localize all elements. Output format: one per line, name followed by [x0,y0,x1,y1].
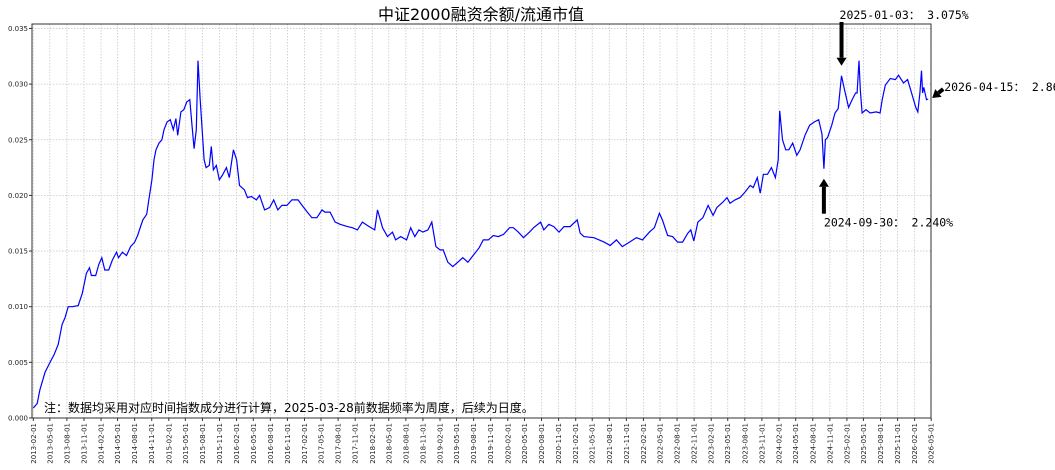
x-tick-label: 2017-08-01 [335,423,343,464]
x-tick-label: 2020-02-01 [504,423,512,464]
x-tick-label: 2025-02-01 [843,423,851,464]
x-axis: 2013-02-01 2013-05-01 2013-08-01 2013-11-01… [30,418,936,464]
x-tick-label: 2014-02-01 [98,423,106,464]
annotations: 2025-01-03： 3.075% 2024-09-30： 2.240% 2026… [818,8,1055,230]
x-tick-label: 2018-08-01 [402,423,410,464]
x-tick-label: 2013-05-01 [46,423,54,464]
arrow-head [836,57,847,66]
chart-title: 中证2000融资余额/流通市值 [378,5,584,24]
annotation-label: 2024-09-30： 2.240% [824,216,953,230]
x-tick-label: 2023-11-01 [758,423,766,464]
x-tick-label: 2018-05-01 [385,423,393,464]
chart-note: 注：数据均采用对应时间指数成分进行计算，2025-03-28前数据频率为周度，后… [44,400,534,415]
x-tick-label: 2025-08-01 [877,423,885,464]
x-tick-label: 2026-02-01 [911,423,919,464]
x-tick-label: 2022-05-01 [656,423,664,464]
x-tick-label: 2024-11-01 [826,423,834,464]
x-tick-label: 2014-08-01 [131,423,139,464]
x-tick-label: 2015-05-01 [182,423,190,464]
y-tick-label: 0.005 [8,359,28,367]
y-tick-label: 0.030 [8,81,28,89]
x-tick-label: 2013-08-01 [63,423,71,464]
x-tick-label: 2018-02-01 [369,423,377,464]
x-tick-label: 2020-05-01 [521,423,529,464]
annotation-arrow [932,87,945,99]
x-tick-label: 2016-05-01 [250,423,258,464]
x-tick-label: 2017-02-01 [301,423,309,464]
x-tick-label: 2024-08-01 [809,423,817,464]
x-tick-label: 2016-11-01 [284,423,292,464]
x-tick-label: 2022-02-01 [640,423,648,464]
x-tick-label: 2023-05-01 [724,423,732,464]
x-tick-label: 2018-11-01 [419,423,427,464]
x-tick-label: 2024-05-01 [792,423,800,464]
x-tick-label: 2016-08-01 [267,423,275,464]
x-tick-label: 2015-11-01 [216,423,224,464]
x-tick-label: 2019-08-01 [470,423,478,464]
x-tick-label: 2023-02-01 [708,423,716,464]
y-axis: 0.000 0.005 0.010 0.015 0.020 0.025 0.030 0.035 [8,25,32,423]
x-tick-label: 2019-02-01 [437,423,445,464]
x-tick-label: 2013-11-01 [80,423,88,464]
arrow-head [932,89,942,99]
x-tick-label: 2019-11-01 [487,423,495,464]
annotation-label: 2025-01-03： 3.075% [840,8,969,22]
y-tick-label: 0.020 [8,192,28,200]
grid [32,24,932,419]
x-tick-label: 2020-11-01 [555,423,563,464]
x-tick-label: 2023-08-01 [741,423,749,464]
annotation-label: 2026-04-15： 2.866% [944,80,1055,94]
x-tick-label: 2025-05-01 [860,423,868,464]
x-tick-label: 2017-11-01 [352,423,360,464]
series-line [32,60,929,409]
x-tick-label: 2014-05-01 [114,423,122,464]
x-tick-label: 2026-05-01 [928,423,936,464]
x-tick-label: 2021-05-01 [589,423,597,464]
x-tick-label: 2016-02-01 [233,423,241,464]
x-tick-label: 2020-08-01 [538,423,546,464]
x-tick-label: 2021-02-01 [572,423,580,464]
x-tick-label: 2024-02-01 [775,423,783,464]
annotation-arrow [836,22,847,66]
annotation-arrow [818,178,829,214]
y-tick-label: 0.015 [8,248,28,256]
x-tick-label: 2021-11-01 [623,423,631,464]
y-tick-label: 0.010 [8,303,28,311]
y-tick-label: 0.000 [8,415,28,423]
x-tick-label: 2014-11-01 [148,423,156,464]
x-tick-label: 2015-08-01 [199,423,207,464]
x-tick-label: 2021-08-01 [606,423,614,464]
plot-frame [31,23,932,419]
y-tick-label: 0.025 [8,136,28,144]
x-tick-label: 2019-05-01 [453,423,461,464]
arrow-head [818,178,829,187]
y-tick-label: 0.035 [8,25,28,33]
x-tick-label: 2013-02-01 [30,423,38,464]
x-tick-label: 2015-02-01 [165,423,173,464]
x-tick-label: 2017-05-01 [318,423,326,464]
arrow-shaft [937,87,945,95]
x-tick-label: 2022-08-01 [674,423,682,464]
x-tick-label: 2025-11-01 [894,423,902,464]
x-tick-label: 2022-11-01 [691,423,699,464]
